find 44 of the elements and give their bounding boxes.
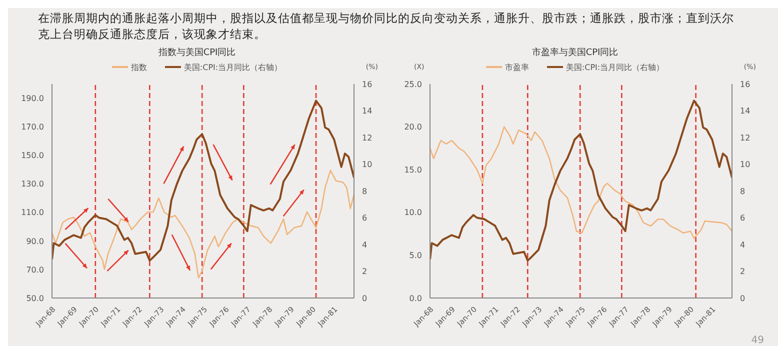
- line-series: [430, 100, 732, 262]
- text: 49: [751, 335, 764, 346]
- y2-tick-label: 4: [362, 240, 368, 250]
- y2-tick-label: 6: [362, 214, 368, 223]
- legend-label: 美国:CPI:当月同比（右轴）: [184, 62, 282, 72]
- y2-tick-label: 14: [740, 106, 750, 116]
- line-series: [52, 100, 354, 262]
- y-tick-label: 190.0: [21, 94, 44, 104]
- y2-tick-label: 2: [362, 267, 368, 276]
- chart-title: 市盈率与美国CPI同比: [530, 46, 620, 60]
- y-tick-label: 90.0: [26, 236, 44, 246]
- legend-label: 美国:CPI:当月同比（右轴）: [566, 62, 664, 72]
- y-tick-label: 20.0: [404, 122, 422, 132]
- y2-tick-label: 16: [740, 80, 750, 89]
- chart-title: 指数与美国CPI同比: [157, 46, 237, 60]
- y2-tick-label: 4: [740, 240, 746, 250]
- y2-tick-label: 10: [362, 160, 372, 170]
- y-tick-label: 70.0: [26, 265, 44, 274]
- legend-label: 市盈率: [504, 62, 529, 72]
- y2-tick-label: 0: [740, 294, 746, 303]
- y2-tick-label: 14: [362, 106, 372, 116]
- y-tick-label: 0.0: [409, 294, 422, 303]
- y2-tick-label: 0: [362, 294, 368, 303]
- y2-tick-label: 12: [362, 133, 372, 142]
- y-tick-label: 50.0: [26, 294, 44, 303]
- y2-tick-label: 16: [362, 80, 372, 89]
- y-tick-label: 170.0: [21, 122, 44, 132]
- y-tick-label: 5.0: [409, 251, 422, 260]
- y-tick-label: 15.0: [404, 165, 422, 174]
- line-series: [430, 126, 732, 239]
- y-tick-label: 25.0: [404, 80, 422, 89]
- y2-tick-label: 12: [740, 133, 750, 142]
- y2-tick-label: 2: [740, 267, 746, 276]
- y2-tick-label: 8: [740, 186, 746, 196]
- y-tick-label: 10.0: [404, 208, 422, 218]
- y-tick-label: 150.0: [21, 151, 44, 160]
- y2-tick-label: 8: [362, 186, 368, 196]
- line-series: [52, 170, 354, 279]
- y2-tick-label: 10: [740, 160, 750, 170]
- y-tick-label: 110.0: [21, 208, 44, 218]
- y2-tick-label: 6: [740, 214, 746, 223]
- y-tick-label: 130.0: [21, 180, 44, 189]
- legend-label: 指数: [130, 62, 147, 72]
- text: 在滞胀周期内的通胀起落小周期中，股指以及估值都呈现与物价同比的反向变动关系，通胀升、股市跌；通胀跌，股市涨；直到沃尔克上台明确反通胀态度后，该现象才结束。: [37, 10, 735, 43]
